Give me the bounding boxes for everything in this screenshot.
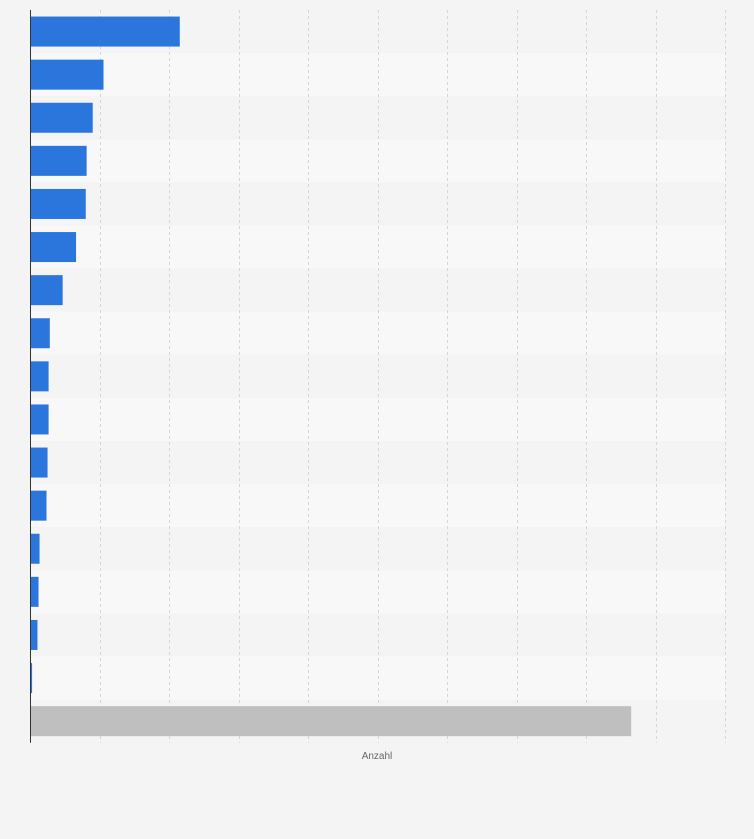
row-band: [30, 570, 725, 614]
x-axis-title: Anzahl: [362, 751, 393, 762]
row-band: [30, 96, 725, 140]
bar: [30, 576, 39, 607]
bar: [30, 59, 104, 90]
row-band: [30, 484, 725, 528]
bar: [30, 533, 40, 564]
bar: [30, 404, 49, 435]
row-band: [30, 656, 725, 700]
row-bands: [30, 10, 725, 743]
bar: [30, 490, 47, 521]
bar: [30, 145, 87, 176]
bar: [30, 232, 77, 263]
row-band: [30, 441, 725, 485]
row-band: [30, 613, 725, 657]
bar-highlight: [30, 706, 632, 737]
bar-series: [30, 16, 632, 737]
bar: [30, 16, 180, 47]
bar: [30, 188, 86, 219]
row-band: [30, 527, 725, 571]
bar: [30, 361, 49, 392]
row-band: [30, 268, 725, 312]
bar: [30, 318, 50, 349]
row-band: [30, 354, 725, 398]
bar: [30, 663, 33, 694]
bar: [30, 619, 38, 650]
x-gridlines: [100, 10, 726, 743]
row-band: [30, 139, 725, 183]
bar: [30, 447, 48, 478]
row-band: [30, 397, 725, 441]
bar: [30, 102, 93, 133]
row-band: [30, 182, 725, 226]
row-band: [30, 53, 725, 97]
row-band: [30, 225, 725, 269]
row-band: [30, 311, 725, 355]
bar: [30, 275, 63, 306]
